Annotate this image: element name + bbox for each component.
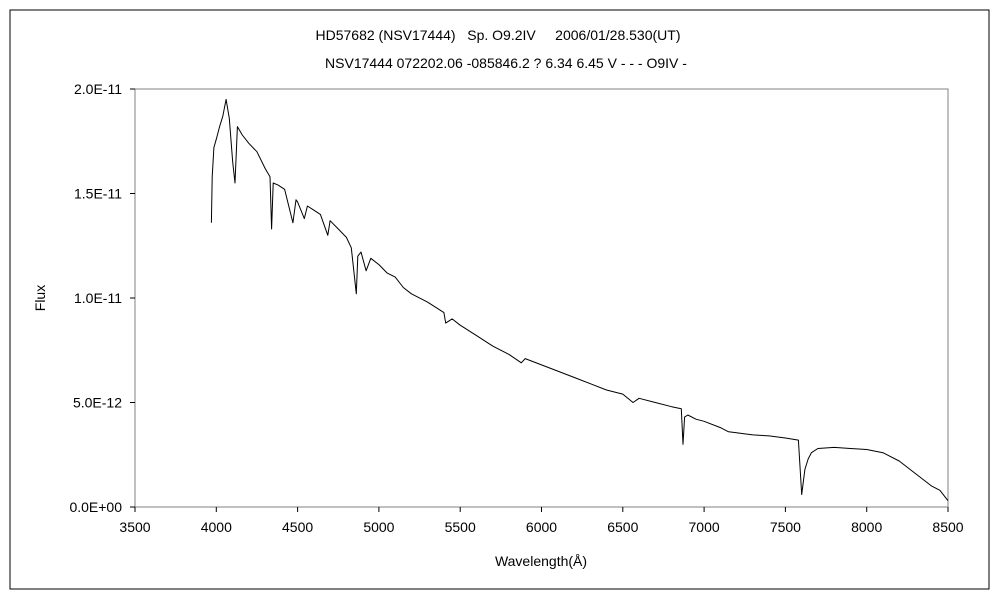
x-tick-label: 8500	[932, 519, 963, 535]
y-tick-label: 0.0E+00	[69, 499, 122, 515]
x-tick-label: 7500	[770, 519, 801, 535]
chart-subtitle: NSV17444 072202.06 -085846.2 ? 6.34 6.45…	[325, 55, 687, 71]
x-tick-label: 6000	[526, 519, 557, 535]
y-axis-label: Flux	[32, 285, 48, 311]
x-tick-label: 5500	[445, 519, 476, 535]
plot-area	[134, 88, 949, 508]
y-axis: 0.0E+00 5.0E-12 1.0E-11 1.5E-11 2.0E-11	[69, 81, 135, 515]
x-tick-label: 8000	[851, 519, 882, 535]
chart-title: HD57682 (NSV17444) Sp. O9.2IV 2006/01/28…	[316, 27, 681, 43]
x-tick-label: 3500	[119, 519, 150, 535]
x-tick-label: 5000	[363, 519, 394, 535]
x-axis: 3500 4000 4500 5000 5500 6000 6500 7000 7500 8000…	[119, 507, 964, 535]
series-line-spectrum	[210, 98, 949, 502]
x-tick-label: 4000	[201, 519, 232, 535]
x-tick-label: 6500	[607, 519, 638, 535]
y-tick-label: 2.0E-11	[74, 81, 122, 97]
x-axis-label: Wavelength(Å)	[495, 553, 587, 569]
x-tick-label: 4500	[282, 519, 313, 535]
x-tick-label: 7000	[689, 519, 720, 535]
y-tick-label: 1.5E-11	[74, 186, 122, 202]
y-tick-label: 5.0E-12	[73, 395, 122, 411]
y-tick-label: 1.0E-11	[74, 290, 122, 306]
